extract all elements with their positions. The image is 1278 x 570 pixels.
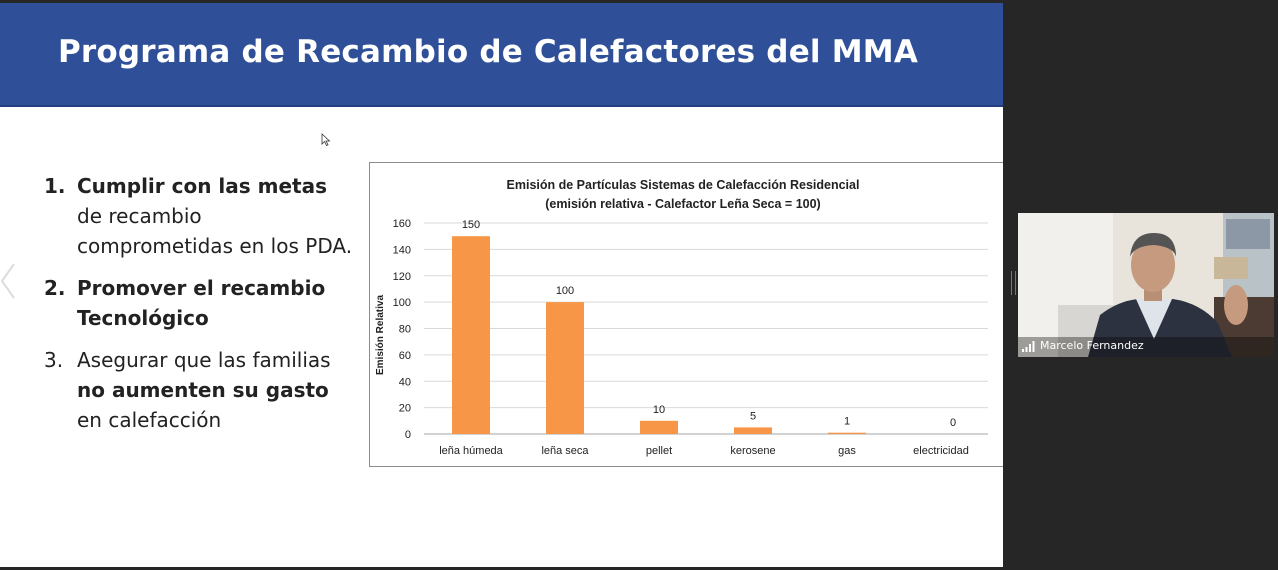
bullet-text: de recambio comprometidas en los PDA. bbox=[77, 204, 353, 258]
y-axis-label: Emisión Relativa bbox=[375, 295, 386, 375]
bar bbox=[546, 302, 584, 434]
x-tick-label: leña húmeda bbox=[439, 445, 503, 457]
data-label: 100 bbox=[556, 285, 574, 297]
participant-name: Marcelo Fernandez bbox=[1040, 339, 1144, 352]
panel-resize-handle[interactable] bbox=[1011, 271, 1016, 295]
data-label: 150 bbox=[462, 219, 480, 231]
previous-slide-chevron-icon[interactable] bbox=[0, 262, 16, 300]
presentation-slide: Programa de Recambio de Calefactores del… bbox=[0, 3, 1003, 567]
y-tick-label: 120 bbox=[393, 271, 411, 283]
data-label: 1 bbox=[844, 416, 850, 428]
x-tick-label: kerosene bbox=[730, 445, 775, 457]
data-label: 5 bbox=[750, 410, 756, 422]
bullet-bold-text: Promover el recambio Tecnológico bbox=[77, 276, 326, 330]
chart-bars bbox=[452, 236, 866, 434]
chart-canvas: Emisión de Partículas Sistemas de Calefa… bbox=[375, 178, 988, 457]
chart-subtitle: (emisión relativa - Calefactor Leña Seca… bbox=[545, 197, 820, 211]
signal-bars-icon bbox=[1022, 341, 1035, 352]
y-tick-label: 40 bbox=[399, 376, 411, 388]
slide-header: Programa de Recambio de Calefactores del… bbox=[0, 3, 1003, 107]
participant-video-tile[interactable]: Marcelo Fernandez bbox=[1018, 213, 1274, 357]
bullet-number: 1. bbox=[44, 174, 66, 198]
x-tick-labels: leña húmeda leña seca pellet kerosene gas ele… bbox=[439, 445, 969, 457]
bullet-item-3: 3. Asegurar que las familias no aumenten… bbox=[44, 345, 354, 435]
bar bbox=[828, 432, 866, 434]
mouse-cursor-icon bbox=[321, 133, 331, 147]
x-tick-label: gas bbox=[838, 445, 856, 457]
bullet-bold-text: no aumenten su gasto bbox=[77, 378, 329, 402]
participant-video-feed bbox=[1018, 213, 1274, 357]
bullet-item-1: 1. Cumplir con las metas de recambio com… bbox=[44, 171, 354, 261]
y-tick-label: 140 bbox=[393, 244, 411, 256]
y-tick-label: 100 bbox=[393, 297, 411, 309]
x-tick-label: pellet bbox=[646, 445, 672, 457]
bar-chart: Emisión de Partículas Sistemas de Calefa… bbox=[369, 162, 1003, 467]
bullet-bold-text: Cumplir con las metas bbox=[77, 174, 327, 198]
bullet-list: 1. Cumplir con las metas de recambio com… bbox=[44, 171, 354, 447]
y-tick-label: 80 bbox=[399, 324, 411, 336]
y-tick-labels: 0 20 40 60 80 100 120 140 160 bbox=[393, 218, 411, 441]
bullet-number: 2. bbox=[44, 276, 66, 300]
x-tick-label: electricidad bbox=[913, 445, 969, 457]
bullet-text: en calefacción bbox=[77, 408, 222, 432]
y-tick-label: 20 bbox=[399, 403, 411, 415]
y-tick-label: 160 bbox=[393, 218, 411, 230]
x-tick-label: leña seca bbox=[541, 445, 589, 457]
y-tick-label: 0 bbox=[405, 429, 411, 441]
bullet-item-2: 2. Promover el recambio Tecnológico bbox=[44, 273, 354, 333]
data-label: 0 bbox=[950, 417, 956, 429]
bar bbox=[452, 236, 490, 434]
bar bbox=[640, 420, 678, 434]
slide-title: Programa de Recambio de Calefactores del… bbox=[58, 34, 919, 70]
chart-gridlines bbox=[424, 222, 988, 435]
bullet-number: 3. bbox=[44, 348, 64, 372]
y-tick-label: 60 bbox=[399, 350, 411, 362]
bar bbox=[734, 427, 772, 434]
data-label: 10 bbox=[653, 404, 665, 416]
bullet-text: Asegurar que las familias bbox=[77, 348, 331, 372]
chart-title: Emisión de Partículas Sistemas de Calefa… bbox=[507, 178, 860, 192]
